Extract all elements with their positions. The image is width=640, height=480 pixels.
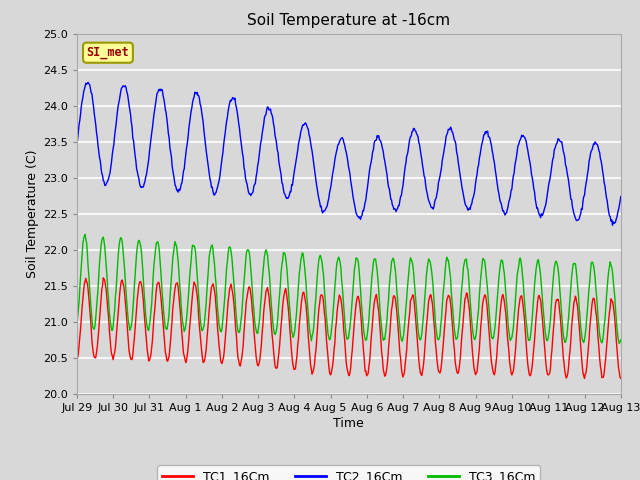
TC1_16Cm <box>83 279 90 285</box>
TC3_16Cm <box>416 336 424 342</box>
TC2_16Cm <box>84 80 92 85</box>
TC3_16Cm <box>195 292 202 298</box>
TC3_16Cm <box>84 251 92 257</box>
TC2_16Cm <box>140 184 147 190</box>
TC1_16Cm <box>195 312 202 318</box>
TC1_16Cm <box>580 376 588 382</box>
TC3_16Cm <box>81 232 89 238</box>
TC3_16Cm <box>431 320 439 326</box>
Legend: TC1_16Cm, TC2_16Cm, TC3_16Cm: TC1_16Cm, TC2_16Cm, TC3_16Cm <box>157 465 540 480</box>
TC3_16Cm <box>140 278 147 284</box>
TC2_16Cm <box>431 196 439 202</box>
TC3_16Cm <box>616 341 623 347</box>
TC2_16Cm <box>617 194 625 200</box>
TC1_16Cm <box>223 309 231 314</box>
TC3_16Cm <box>223 259 231 265</box>
Line: TC1_16Cm: TC1_16Cm <box>77 278 621 379</box>
TC2_16Cm <box>609 222 616 228</box>
TC1_16Cm <box>416 364 424 370</box>
TC1_16Cm <box>617 375 625 381</box>
TC1_16Cm <box>431 340 439 346</box>
TC3_16Cm <box>73 322 81 327</box>
TC1_16Cm <box>73 354 81 360</box>
TC2_16Cm <box>73 142 81 148</box>
TC2_16Cm <box>195 93 202 98</box>
TC2_16Cm <box>83 81 90 87</box>
TC1_16Cm <box>99 275 107 281</box>
Text: SI_met: SI_met <box>86 46 129 59</box>
Line: TC3_16Cm: TC3_16Cm <box>77 235 621 344</box>
TC1_16Cm <box>140 298 147 303</box>
TC2_16Cm <box>416 142 424 148</box>
TC3_16Cm <box>617 337 625 343</box>
Title: Soil Temperature at -16cm: Soil Temperature at -16cm <box>247 13 451 28</box>
TC2_16Cm <box>223 115 231 120</box>
Line: TC2_16Cm: TC2_16Cm <box>77 83 621 225</box>
X-axis label: Time: Time <box>333 417 364 430</box>
Y-axis label: Soil Temperature (C): Soil Temperature (C) <box>26 149 39 278</box>
